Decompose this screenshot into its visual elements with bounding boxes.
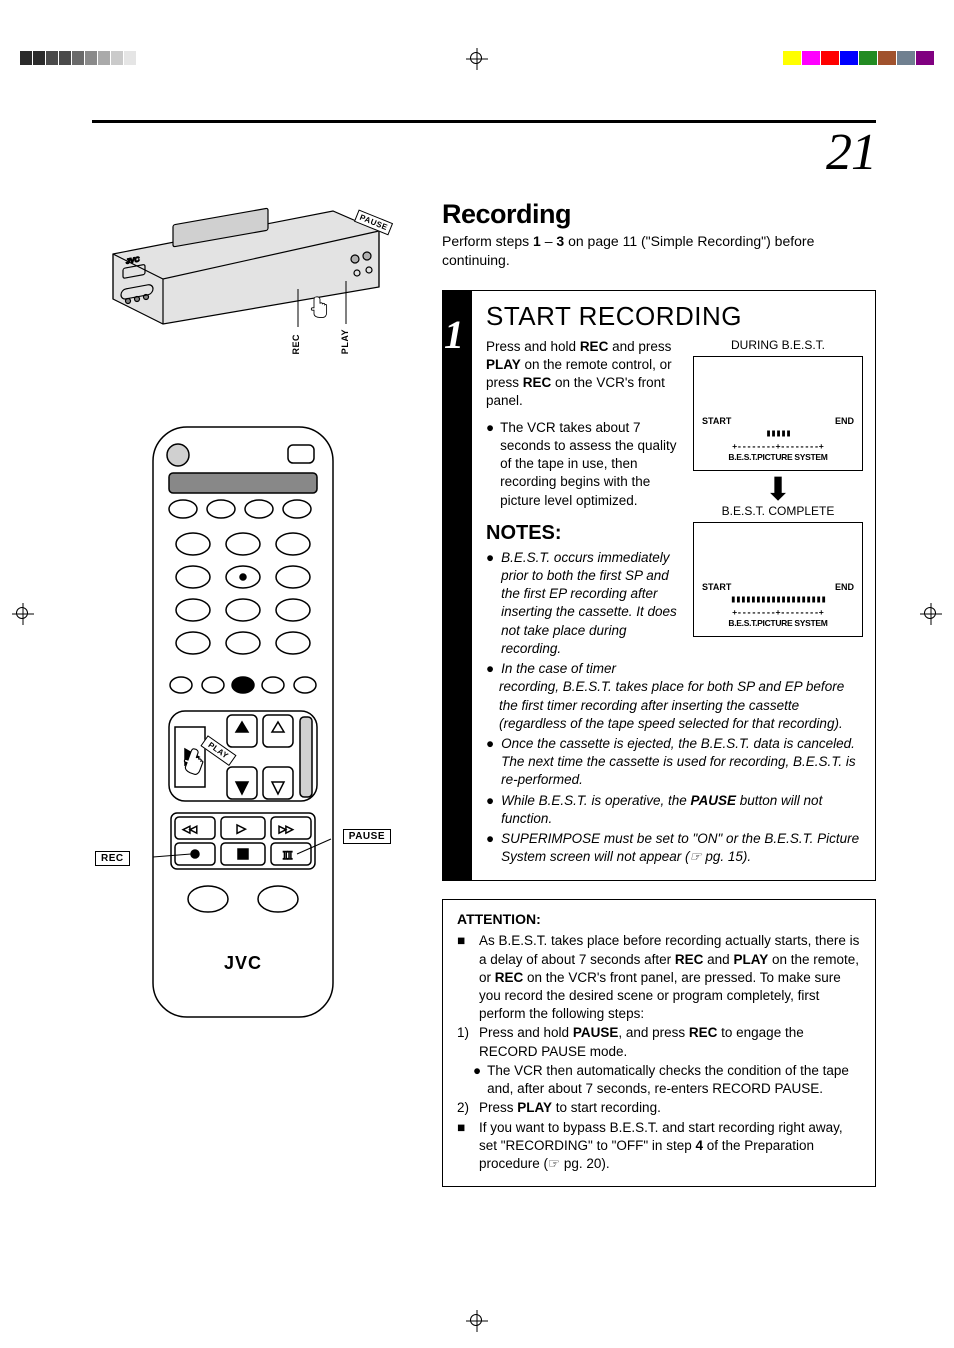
section-heading: Recording	[442, 199, 876, 230]
attention-step-1: 1) Press and hold PAUSE, and press REC t…	[457, 1024, 861, 1060]
remote-illustration: ◀◀ ▶ ▶▶ II	[93, 419, 393, 1029]
step-bullet: ●The VCR takes about 7 seconds to assess…	[486, 419, 679, 510]
remote-rec-callout: REC	[95, 851, 130, 866]
vcr-illustration: JVC PAUSE REC	[93, 199, 393, 369]
attention-item-2: ■ If you want to bypass B.E.S.T. and sta…	[457, 1119, 861, 1174]
registration-mark-bottom	[466, 1310, 488, 1332]
remote-pause-callout: PAUSE	[343, 829, 391, 844]
svg-text:▶▶: ▶▶	[279, 824, 293, 834]
intro-text: Perform steps 1 – 3 on page 11 ("Simple …	[442, 232, 876, 270]
registration-mark-right	[920, 603, 942, 625]
note-2-part1: ●In the case of timer	[486, 660, 679, 678]
page-number: 21	[78, 127, 876, 179]
attention-box: ATTENTION: ■ As B.E.S.T. takes place bef…	[442, 899, 876, 1187]
note-2-part2: recording, B.E.S.T. takes place for both…	[486, 678, 863, 733]
screen-1-label: DURING B.E.S.T.	[693, 338, 863, 352]
registration-mark-left	[12, 603, 34, 625]
remote-brand: JVC	[224, 953, 262, 974]
attention-item-1: ■ As B.E.S.T. takes place before recordi…	[457, 932, 861, 1023]
screen-2-label: B.E.S.T. COMPLETE	[693, 504, 863, 518]
step-instruction: Press and hold REC and press PLAY on the…	[486, 338, 679, 411]
attention-step-1-sub: ●The VCR then automatically checks the c…	[457, 1062, 861, 1098]
note-1: ●B.E.S.T. occurs immediately prior to bo…	[486, 549, 679, 658]
attention-step-2: 2) Press PLAY to start recording.	[457, 1099, 861, 1117]
note-5: ●SUPERIMPOSE must be set to "ON" or the …	[486, 830, 863, 866]
step-number: 1	[444, 311, 464, 358]
attention-heading: ATTENTION:	[457, 910, 861, 929]
svg-text:▶: ▶	[237, 823, 246, 835]
page-rule	[92, 120, 876, 123]
notes-heading: NOTES:	[486, 520, 679, 547]
vcr-rec-callout: REC	[291, 334, 301, 355]
step-1-block: 1 START RECORDING Press and hold REC and…	[442, 290, 876, 882]
grayscale-bars	[20, 51, 136, 65]
tv-screen-during: STARTEND ▮▮▮▮▮ +--------+--------+ B.E.S…	[693, 356, 863, 471]
down-arrow-icon: ⬇	[693, 477, 863, 503]
svg-text:II: II	[283, 848, 293, 862]
note-4: ●While B.E.S.T. is operative, the PAUSE …	[486, 792, 863, 828]
color-bars	[783, 51, 934, 65]
tv-screen-complete: STARTEND ▮▮▮▮▮▮▮▮▮▮▮▮▮▮▮▮▮▮▮ +--------+-…	[693, 522, 863, 637]
note-3: ●Once the cassette is ejected, the B.E.S…	[486, 735, 863, 790]
svg-text:◀◀: ◀◀	[183, 824, 197, 834]
registration-mark-top	[466, 48, 488, 70]
step-title: START RECORDING	[486, 301, 863, 332]
vcr-play-callout: PLAY	[340, 329, 350, 354]
